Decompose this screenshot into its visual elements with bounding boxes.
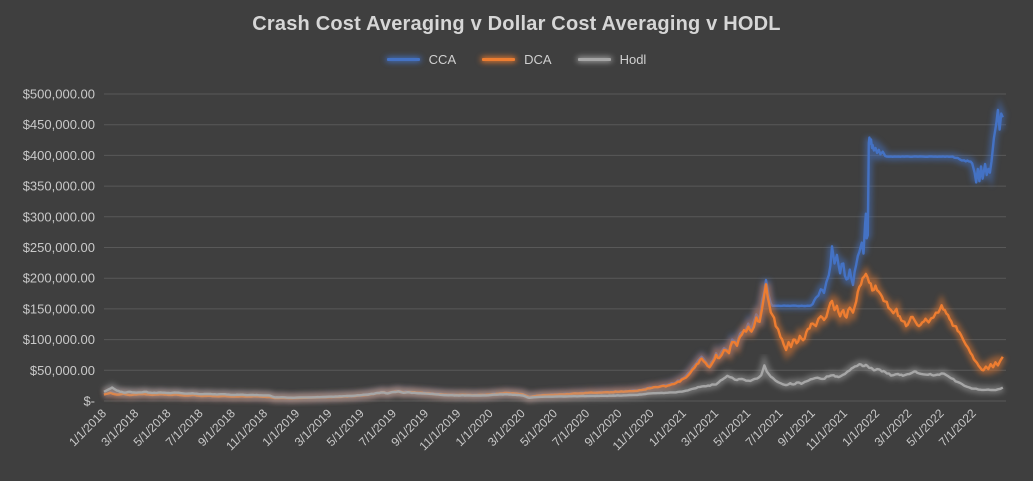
series-line-dca	[103, 272, 1004, 400]
series-glow-dca	[102, 265, 1007, 403]
y-axis-label: $200,000.00	[23, 271, 95, 286]
legend-label: Hodl	[619, 52, 647, 67]
chart-title: Crash Cost Averaging v Dollar Cost Avera…	[252, 13, 781, 35]
series-glow-hodl	[102, 353, 1005, 402]
legend-item-cca[interactable]: CCA	[386, 52, 457, 67]
legend-label: DCA	[524, 52, 552, 67]
legend-line-icon-dca	[482, 57, 516, 62]
legend-line-icon-cca	[386, 57, 420, 62]
y-axis-label: $150,000.00	[23, 301, 95, 316]
y-axis-label: $50,000.00	[30, 363, 95, 378]
series-line-cca	[103, 108, 1004, 400]
y-axis-label: $-	[83, 394, 95, 409]
legend-item-dca[interactable]: DCA	[482, 52, 552, 67]
series-line-hodl	[103, 363, 1004, 399]
chart-legend: CCA DCA Hodl	[0, 52, 1033, 67]
legend-line-icon-hodl	[577, 57, 611, 62]
legend-label: CCA	[428, 52, 457, 67]
y-axis-label: $250,000.00	[23, 240, 95, 255]
y-axis-label: $300,000.00	[23, 209, 95, 224]
y-axis-label: $100,000.00	[23, 332, 95, 347]
y-axis-label: $400,000.00	[23, 148, 95, 163]
y-axis-label: $350,000.00	[23, 179, 95, 194]
y-axis-label: $450,000.00	[23, 117, 95, 132]
legend-item-hodl[interactable]: Hodl	[577, 52, 647, 67]
y-axis-label: $500,000.00	[23, 87, 95, 102]
